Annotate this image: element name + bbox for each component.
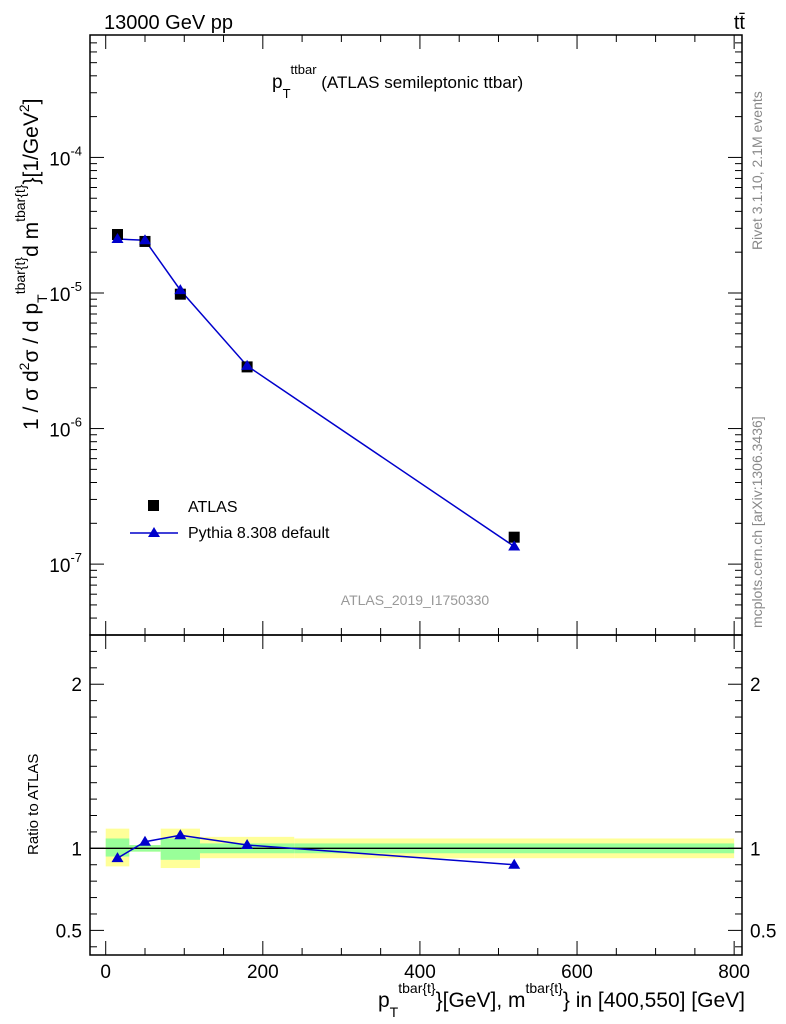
ratio-point	[138, 835, 151, 846]
ratio-y-tick-label: 2	[71, 675, 82, 696]
legend-data-marker	[148, 500, 159, 511]
process-label: tt̄	[734, 12, 746, 34]
x-tick-label: 800	[718, 962, 750, 983]
x-tick-label: 600	[561, 962, 593, 983]
ratio-point	[174, 829, 187, 840]
ratio-band-inner	[160, 838, 200, 860]
ratio-plot-frame	[89, 634, 743, 956]
mc-point	[174, 284, 187, 295]
x-axis-label: pTtbar{t}}[GeV], mtbar{t}} in [400,550] …	[378, 980, 745, 1020]
y-tick-label: 10-4	[49, 143, 82, 170]
y-tick-label: 10-6	[49, 415, 82, 442]
ratio-point	[241, 839, 254, 850]
legend-data-label: ATLAS	[188, 499, 238, 516]
legend: ATLAS Pythia 8.308 default	[130, 499, 330, 542]
data-point	[508, 531, 520, 543]
mc-point	[111, 233, 124, 244]
rivet-info: Rivet 3.1.10, 2.1M events	[749, 91, 765, 250]
mc-series-line	[117, 238, 515, 548]
ratio-point	[508, 858, 521, 869]
main-y-axis-label: 1 / σ d2σ / d pTtbar{t}d mtbar{t}}[1/GeV…	[12, 99, 50, 431]
ratio-band-inner	[105, 838, 130, 857]
main-marks	[111, 229, 521, 551]
main-plot-frame	[89, 34, 743, 636]
mc-point	[138, 234, 151, 245]
mcplots-info: mcplots.cern.ch [arXiv:1306.3436]	[749, 416, 765, 628]
mc-point	[241, 359, 254, 370]
main-axes: 10-7 10-6 10-5 10-4	[49, 34, 743, 636]
ratio-y-tick-label-right: 2	[750, 675, 761, 696]
ratio-y-tick-label-right: 0.5	[750, 921, 776, 942]
y-tick-label: 10-5	[49, 279, 82, 306]
ratio-y-tick-label: 1	[71, 839, 82, 860]
ratio-y-tick-label: 0.5	[56, 921, 82, 942]
analysis-id: ATLAS_2019_I1750330	[341, 592, 490, 608]
ratio-y-axis-label: Ratio to ATLAS	[25, 754, 42, 855]
legend-mc-marker	[148, 527, 160, 537]
ratio-y-tick-label-right: 1	[750, 839, 761, 860]
ratio-point	[111, 852, 124, 863]
plot-title: pTttbar (ATLAS semileptonic ttbar)	[272, 62, 523, 101]
ratio-marks	[111, 829, 521, 869]
mc-point	[508, 540, 521, 551]
legend-mc-label: Pythia 8.308 default	[188, 525, 330, 542]
x-tick-label: 200	[247, 962, 279, 983]
y-tick-label: 10-7	[49, 550, 82, 577]
data-point	[174, 288, 186, 300]
energy-label: 13000 GeV pp	[104, 12, 233, 34]
x-tick-label: 0	[100, 962, 111, 983]
x-tick-label: 400	[404, 962, 436, 983]
